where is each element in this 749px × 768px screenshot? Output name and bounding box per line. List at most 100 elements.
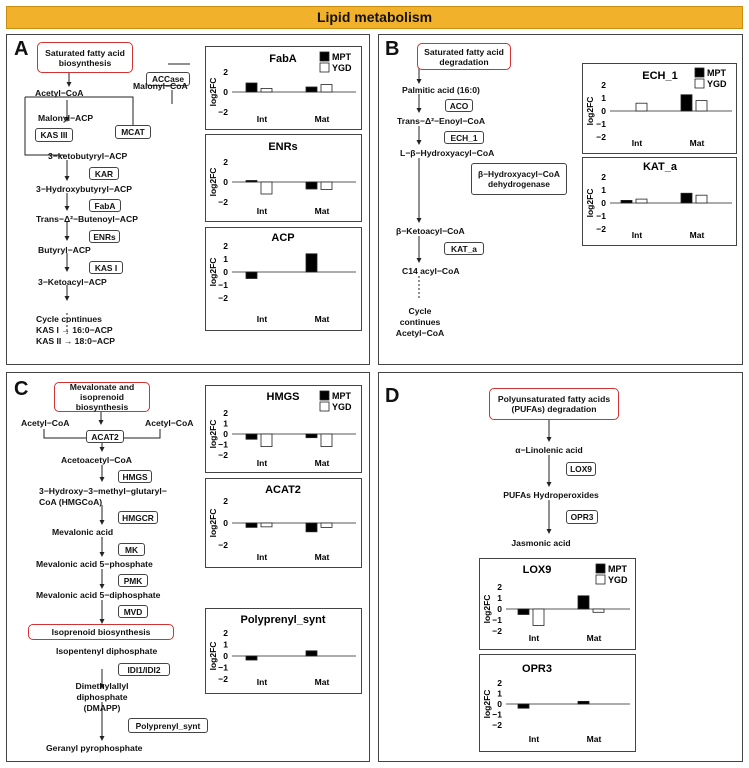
bar-ech-1-ygd-mat xyxy=(695,100,708,112)
tick-label-acat2: 2 xyxy=(223,496,228,506)
category-label-acat2: Int xyxy=(257,552,268,562)
panel-a-letter: A xyxy=(14,38,29,60)
bar-kat-a-ygd-int xyxy=(635,198,648,204)
tick-label-acp: 0 xyxy=(223,267,228,277)
tick-label-acp: 1 xyxy=(223,254,228,264)
tick-label-ech-1: −2 xyxy=(596,132,606,142)
tick-label-hmgs: 2 xyxy=(223,408,228,418)
enzyme-enrs: ENRs xyxy=(89,230,120,243)
figure-title: Lipid metabolism xyxy=(6,6,743,29)
tick-label-polyprenyl-synt: 0 xyxy=(223,651,228,661)
category-label-enrs: Mat xyxy=(315,206,330,216)
bar-hmgs-ygd-mat xyxy=(320,433,333,448)
enzyme-polyprenyl-synt: Polyprenyl_synt xyxy=(128,718,208,733)
chart-title-lox9: LOX9 xyxy=(523,564,552,576)
bar-acat2-mpt-mat xyxy=(305,522,318,533)
bar-faba-mpt-int xyxy=(245,82,258,93)
legend-label-mpt: MPT xyxy=(332,391,352,401)
category-label-faba: Mat xyxy=(315,114,330,124)
panel-b-header: Saturated fatty acid degradation xyxy=(417,43,511,70)
bar-hmgs-mpt-mat xyxy=(305,433,318,439)
enzyme-lox9: LOX9 xyxy=(566,462,596,476)
legend-swatch-mpt xyxy=(319,390,330,401)
enzyme-pmk: PMK xyxy=(118,574,148,587)
enzyme-kar: KAR xyxy=(89,167,119,180)
tick-label-ech-1: 2 xyxy=(601,80,606,90)
chart-kat-a xyxy=(582,157,737,246)
tick-label-faba: −2 xyxy=(218,107,228,117)
y-axis-label-hmgs: log2FC xyxy=(208,420,218,449)
tick-label-opr3: −1 xyxy=(492,710,502,720)
y-axis-label-acat2: log2FC xyxy=(208,509,218,538)
bar-hmgs-mpt-int xyxy=(245,433,258,440)
tick-label-faba: 0 xyxy=(223,87,228,97)
y-axis-label-faba: log2FC xyxy=(208,78,218,107)
panel-a-footer-3: KAS II → 18:0−ACP xyxy=(36,336,116,346)
bar-lox9-ygd-mat xyxy=(592,608,605,613)
category-label-hmgs: Mat xyxy=(315,458,330,468)
bar-kat-a-ygd-mat xyxy=(695,194,708,204)
legend-swatch-mpt xyxy=(694,67,705,78)
chart-opr3 xyxy=(479,654,636,752)
panel-a-footer-1: Cycle continues xyxy=(36,314,102,324)
metabolite-acetoacetyl-coa: Acetoacetyl−CoA xyxy=(61,455,132,465)
enzyme-hmgcr: HMGCR xyxy=(118,511,158,524)
metabolite-hmgcoa-2: CoA (HMGCoA) xyxy=(39,497,103,507)
category-label-lox9: Int xyxy=(529,633,540,643)
metabolite-malonyl-coa: Malonyl−CoA xyxy=(133,81,188,91)
panel-b-footer-1: Cycle xyxy=(408,306,432,316)
panel-d-header: Polyunsaturated fatty acids (PUFAs) degr… xyxy=(489,388,619,420)
tick-label-lox9: 2 xyxy=(497,582,502,592)
metabolite-ketoacyl-coa: β−Ketoacyl−CoA xyxy=(396,226,465,236)
tick-label-hmgs: 1 xyxy=(223,419,228,429)
metabolite-jasmonic-acid: Jasmonic acid xyxy=(511,538,571,548)
category-label-opr3: Int xyxy=(529,734,540,744)
bar-acat2-mpt-int xyxy=(245,522,258,528)
category-label-polyprenyl-synt: Mat xyxy=(315,677,330,687)
tick-label-faba: 2 xyxy=(223,67,228,77)
enzyme-kas-iii: KAS III xyxy=(35,128,73,142)
legend-label-mpt: MPT xyxy=(608,564,628,574)
tick-label-ech-1: 1 xyxy=(601,93,606,103)
enzyme-kat-a: KAT_a xyxy=(444,242,484,255)
legend-label-mpt: MPT xyxy=(332,52,352,62)
metabolite-mevalonic-acid-5-diphosphate: Mevalonic acid 5−diphosphate xyxy=(36,590,161,600)
bar-ech-1-mpt-mat xyxy=(680,94,693,112)
metabolite-isopentenyl-diphosphate: Isopentenyl diphosphate xyxy=(56,646,158,656)
tick-label-lox9: 1 xyxy=(497,593,502,603)
tick-label-enrs: 2 xyxy=(223,157,228,167)
bar-lox9-mpt-mat xyxy=(577,595,590,610)
tick-label-acp: −1 xyxy=(218,280,228,290)
metabolite-mevalonic-acid: Mevalonic acid xyxy=(52,527,114,537)
panel-b-footer-3: Acetyl−CoA xyxy=(395,328,445,338)
category-label-ech-1: Int xyxy=(632,138,643,148)
enzyme-idi1-idi2: IDI1/IDI2 xyxy=(118,663,170,676)
bar-hmgs-ygd-int xyxy=(260,433,273,448)
bar-kat-a-mpt-mat xyxy=(680,192,693,204)
tick-label-hmgs: −2 xyxy=(218,450,228,460)
metabolite-acetyl-coa-left: Acetyl−CoA xyxy=(21,418,70,428)
y-axis-label-opr3: log2FC xyxy=(482,690,492,719)
enzyme-acat2: ACAT2 xyxy=(86,430,124,443)
tick-label-opr3: 0 xyxy=(497,699,502,709)
tick-label-acat2: 0 xyxy=(223,518,228,528)
category-label-acp: Int xyxy=(257,314,268,324)
tick-label-ech-1: 0 xyxy=(601,106,606,116)
metabolite-mevalonic-acid-5-phosphate: Mevalonic acid 5−phosphate xyxy=(36,559,153,569)
bar-kat-a-mpt-int xyxy=(620,199,633,204)
panel-b-footer-2: continues xyxy=(399,317,441,327)
bar-enrs-ygd-mat xyxy=(320,181,333,190)
tick-label-polyprenyl-synt: −2 xyxy=(218,674,228,684)
metabolite-3-ketoacyl-acp: 3−Ketoacyl−ACP xyxy=(38,277,107,287)
legend-label-mpt: MPT xyxy=(707,68,727,78)
tick-label-polyprenyl-synt: −1 xyxy=(218,663,228,673)
bar-opr3-mpt-int xyxy=(517,703,530,709)
chart-title-acat2: ACAT2 xyxy=(265,484,301,496)
chart-title-kat-a: KAT_a xyxy=(643,161,678,173)
category-label-polyprenyl-synt: Int xyxy=(257,677,268,687)
legend-swatch-mpt xyxy=(319,51,330,62)
enzyme-accase: ACCase xyxy=(146,72,190,86)
chart-enrs xyxy=(205,134,362,222)
bar-polyprenyl-synt-mpt-int xyxy=(245,655,258,661)
enzyme-opr3: OPR3 xyxy=(566,510,598,524)
